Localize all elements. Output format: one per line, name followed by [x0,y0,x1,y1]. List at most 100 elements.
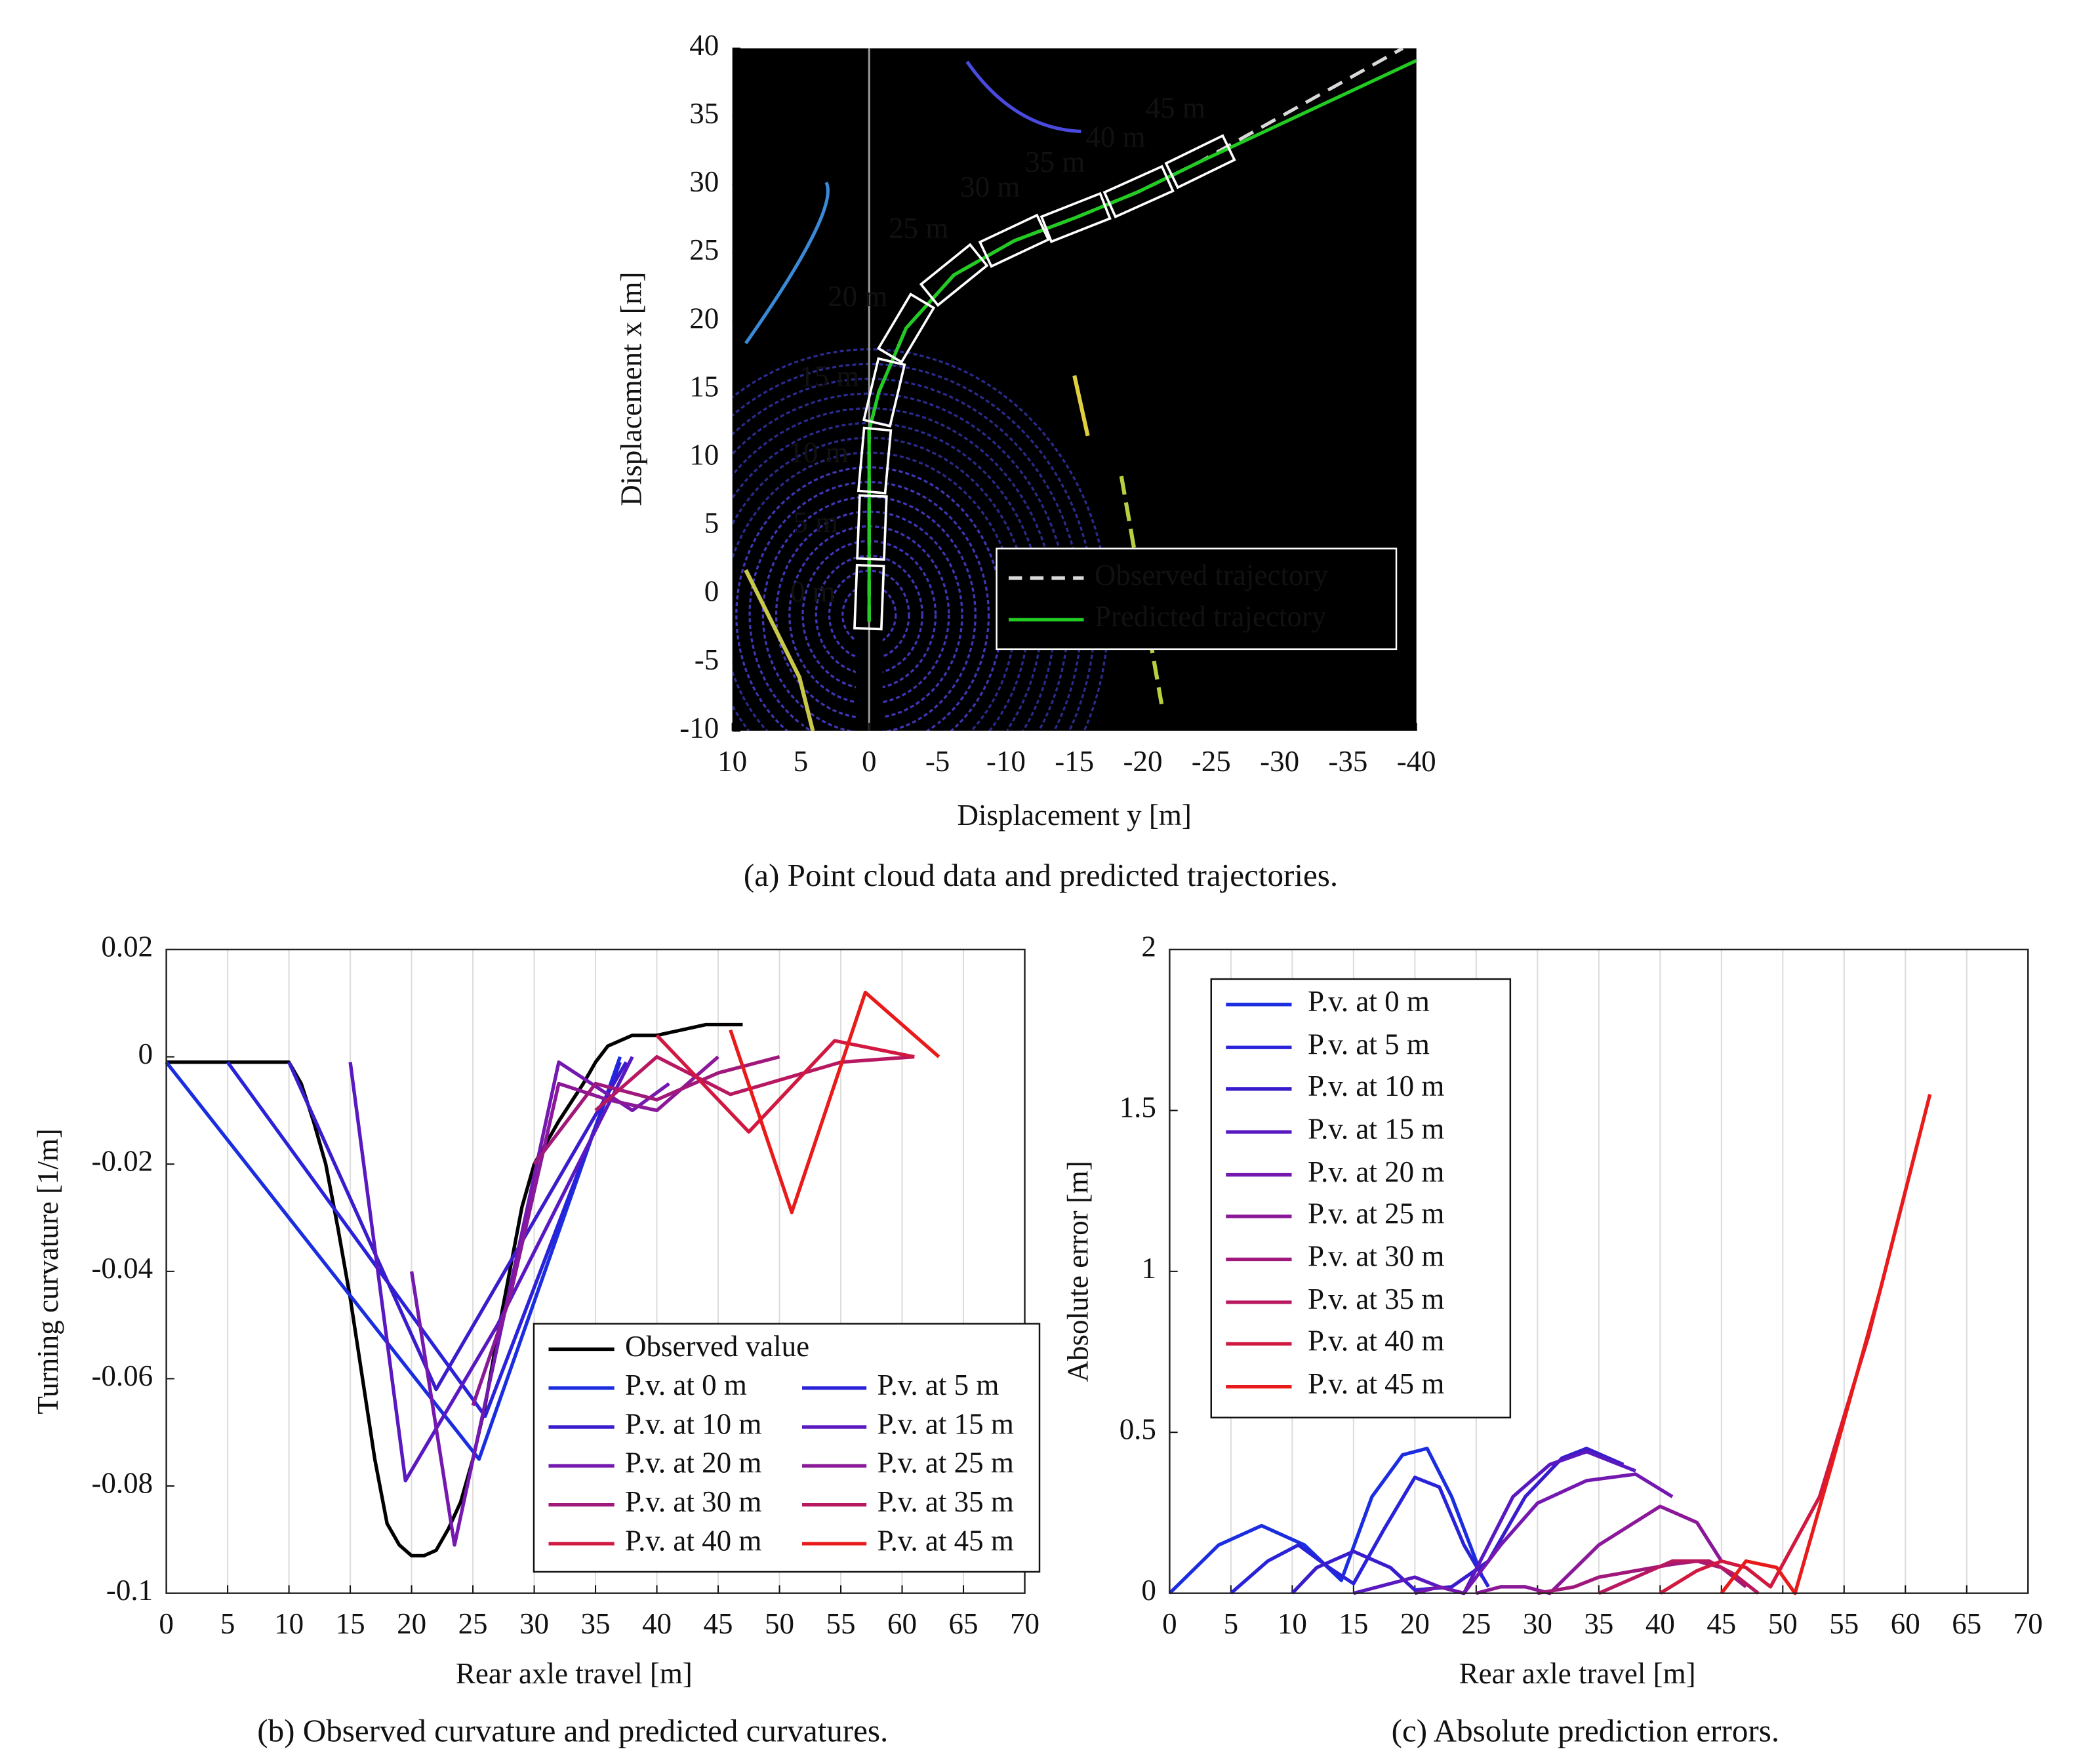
vehicle-box [862,357,906,428]
x-tick-label: 30 [1523,1607,1552,1640]
x-tick-label: 10 [717,745,747,778]
point-ring [775,510,963,719]
y-tick-label: 15 [689,370,719,403]
x-tick-label: -35 [1328,745,1367,778]
x-tick-label: 35 [1584,1607,1613,1640]
vehicle-box [1102,165,1175,219]
caption: (a) Point cloud data and predicted traje… [744,857,1338,893]
plot-frame [165,948,1026,1594]
curb [1072,374,1090,437]
series-line [1291,1447,1625,1595]
y-tick-label: -10 [679,712,719,744]
y-tick-label: -0.1 [106,1574,153,1607]
series-line [1598,1559,1760,1595]
chart-1: 0 5 10 15 20 25 30 35 40 45 50 55 60 65 70 -0.1 -0.08 -0.… [31,930,1041,1749]
x-tick-label: -5 [925,745,950,778]
vehicle-box [857,426,893,495]
y-tick-label: -0.02 [91,1145,153,1178]
series-line [471,1055,719,1407]
y-tick-label: 30 [689,165,719,198]
legend-label: P.v. at 15 m [1308,1112,1444,1145]
y-tick-label: 1.5 [1120,1091,1156,1124]
x-tick-label: 25 [1461,1607,1491,1640]
x-tick-label: 40 [642,1607,672,1640]
plot-frame [1169,948,2029,1594]
x-tick-label: -25 [1192,745,1231,778]
legend-label: P.v. at 30 m [625,1485,761,1518]
series-line [729,990,940,1214]
legend-label: P.v. at 10 m [1308,1070,1444,1102]
chart-0: 10 5 0 -5 -10 -15 -20 -25 -30 -35 -40 -10 -5 0 5 10 15 20… [615,29,1436,893]
y-axis-label: Displacement x [m] [615,271,648,506]
x-axis-label: Rear axle travel [m] [1459,1657,1696,1690]
annotation: 25 m [889,212,948,245]
x-tick-label: 55 [826,1607,856,1640]
x-tick-label: 0 [159,1607,174,1640]
vehicle-box [856,494,888,561]
legend-label: P.v. at 15 m [878,1407,1014,1440]
caption: (b) Observed curvature and predicted cur… [257,1713,888,1749]
x-tick-label: 25 [458,1607,488,1640]
legend-label: P.v. at 30 m [1308,1240,1444,1273]
x-tick-label: 0 [1162,1607,1177,1640]
legend-label: P.v. at 20 m [625,1447,761,1479]
x-tick-label: 45 [1706,1607,1736,1640]
y-tick-label: 10 [689,439,719,471]
x-tick-label: 0 [862,745,877,778]
x-tick-label: 20 [397,1607,426,1640]
y-tick-label: -5 [695,643,719,676]
annotation: 40 m [1085,121,1145,153]
series-line [1353,1450,1636,1595]
x-tick-label: 5 [220,1607,235,1640]
x-tick-label: -10 [986,745,1026,778]
series-line [867,59,1417,622]
legend-label: P.v. at 5 m [1308,1028,1430,1061]
x-tick-label: 60 [1891,1607,1920,1640]
series-line [533,1055,780,1165]
series-line [165,1056,622,1461]
x-tick-label: -15 [1055,745,1094,778]
legend-label: Observed trajectory [1095,559,1328,591]
legend-label: Observed value [625,1330,809,1363]
x-tick-label: -20 [1123,745,1162,778]
series-line [166,1022,743,1558]
curb [965,60,1081,133]
x-tick-label: -30 [1260,745,1299,778]
y-tick-label: 0.5 [1120,1413,1156,1446]
y-tick-label: 35 [689,97,719,130]
series-line [348,1056,634,1483]
y-tick-label: 1 [1141,1252,1156,1285]
vehicle-box [1040,191,1112,243]
y-tick-label: 0 [138,1037,153,1070]
vehicle-box [919,243,989,307]
x-tick-label: 15 [336,1607,365,1640]
annotation: 35 m [1025,146,1085,178]
annotation: 0 m [790,576,836,609]
x-tick-label: 5 [794,745,809,778]
chart-2: 0 5 10 15 20 25 30 35 40 45 50 55 60 65 70 0 0.5 1 1.5 2 P.v… [1062,930,2043,1748]
x-tick-label: 5 [1224,1607,1239,1640]
annotation: 20 m [828,280,887,313]
legend-label: P.v. at 25 m [1308,1197,1444,1230]
legend-label: P.v. at 5 m [878,1369,999,1401]
x-tick-label: 20 [1400,1607,1430,1640]
x-tick-label: 35 [581,1607,611,1640]
y-axis-label: Turning curvature [1/m] [31,1129,64,1414]
x-tick-label: 55 [1829,1607,1859,1640]
y-tick-label: -0.08 [91,1466,153,1499]
y-tick-label: 2 [1141,930,1156,963]
legend-box [996,548,1398,651]
legend-label: P.v. at 20 m [1308,1155,1444,1188]
x-tick-label: 40 [1645,1607,1675,1640]
annotation: 15 m [799,360,859,393]
caption: (c) Absolute prediction errors. [1392,1713,1779,1749]
x-tick-label: 10 [1278,1607,1307,1640]
x-tick-label: 45 [704,1607,733,1640]
annotation: 45 m [1146,92,1205,125]
x-tick-label: 65 [1952,1607,1981,1640]
point-ring [761,496,977,731]
legend-label: P.v. at 45 m [878,1524,1014,1557]
series-line [287,1061,628,1392]
